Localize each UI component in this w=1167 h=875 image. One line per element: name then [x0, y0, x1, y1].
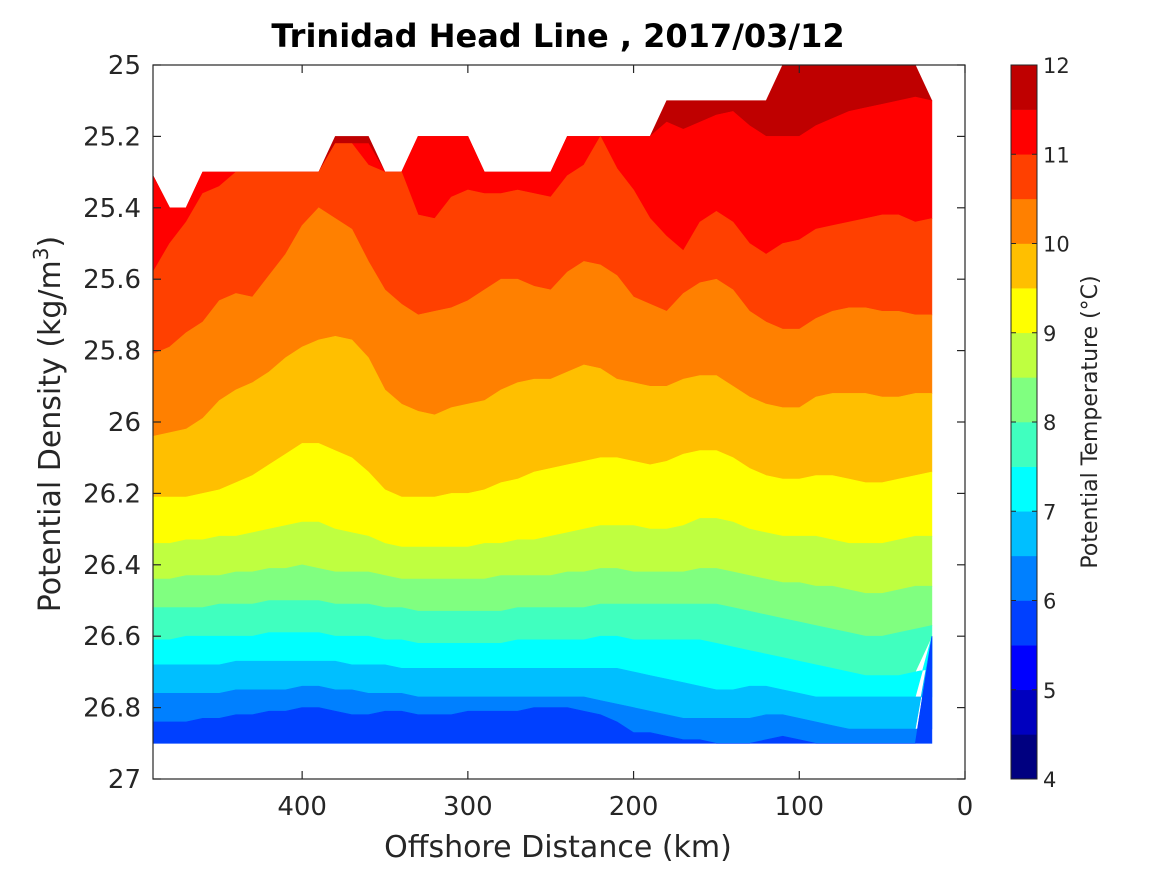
x-tick-label: 0: [957, 792, 974, 822]
colorbar-tick-label: 4: [1043, 768, 1056, 792]
colorbar: 4 5 6 7 8 9 10 11 12: [1010, 54, 1070, 792]
colorbar-segment: [1011, 734, 1037, 780]
y-axis: 25 25.2 25.4 25.6 25.8 26 26.2 26.4 26.6 26.8 27: [83, 51, 965, 795]
colorbar-segment: [1011, 377, 1037, 423]
y-tick-label: 25: [108, 51, 141, 81]
y-tick-label: 25.2: [83, 122, 141, 152]
colorbar-tick-label: 9: [1043, 322, 1056, 346]
colorbar-segment: [1011, 332, 1037, 378]
colorbar-segment: [1011, 511, 1037, 557]
colorbar-segment: [1011, 422, 1037, 467]
y-tick-label: 26.8: [83, 694, 141, 724]
colorbar-segment: [1011, 154, 1037, 200]
colorbar-tick-label: 11: [1043, 143, 1070, 167]
colorbar-tick-label: 7: [1043, 500, 1056, 524]
x-tick-label: 300: [443, 792, 493, 822]
colorbar-segment: [1011, 555, 1037, 601]
y-tick-label: 27: [108, 765, 141, 795]
y-tick-label: 25.4: [83, 194, 141, 224]
y-axis-label-superscript: 3: [29, 247, 53, 260]
y-tick-label: 26.4: [83, 551, 141, 581]
contour-band: [153, 636, 933, 744]
colorbar-tick-label: 10: [1043, 233, 1070, 257]
colorbar-segment: [1011, 243, 1037, 289]
x-axis-label: Offshore Distance (km): [384, 830, 732, 865]
colorbar-segment: [1011, 65, 1037, 110]
y-tick-label: 25.6: [83, 265, 141, 295]
y-axis-label-close: ): [33, 236, 68, 248]
colorbar-segment: [1011, 288, 1037, 334]
colorbar-tick-label: 5: [1043, 679, 1056, 703]
x-tick-label: 100: [774, 792, 824, 822]
colorbar-segment: [1011, 109, 1037, 155]
y-axis-label-main: Potential Density (kg/m: [33, 260, 68, 612]
contour-bands: [153, 65, 933, 744]
y-tick-label: 25.8: [83, 337, 141, 367]
x-tick-label: 400: [277, 792, 327, 822]
colorbar-tick-label: 8: [1043, 411, 1056, 435]
colorbar-segment: [1011, 600, 1037, 646]
colorbar-segment: [1011, 466, 1037, 512]
colorbar-segment: [1011, 689, 1037, 735]
y-tick-label: 26.6: [83, 622, 141, 652]
y-axis-label: Potential Density (kg/m3): [29, 236, 68, 612]
x-axis: 400 300 200 100 0: [277, 65, 973, 822]
colorbar-tick-label: 6: [1043, 590, 1056, 614]
colorbar-label: Potential Temperature (°C): [1078, 275, 1103, 568]
y-tick-label: 26: [108, 408, 141, 438]
x-tick-label: 200: [609, 792, 659, 822]
y-tick-label: 26.2: [83, 479, 141, 509]
chart-title: Trinidad Head Line , 2017/03/12: [271, 17, 844, 55]
colorbar-tick-label: 12: [1043, 54, 1070, 78]
colorbar-segment: [1011, 198, 1037, 244]
colorbar-segment: [1011, 645, 1037, 691]
